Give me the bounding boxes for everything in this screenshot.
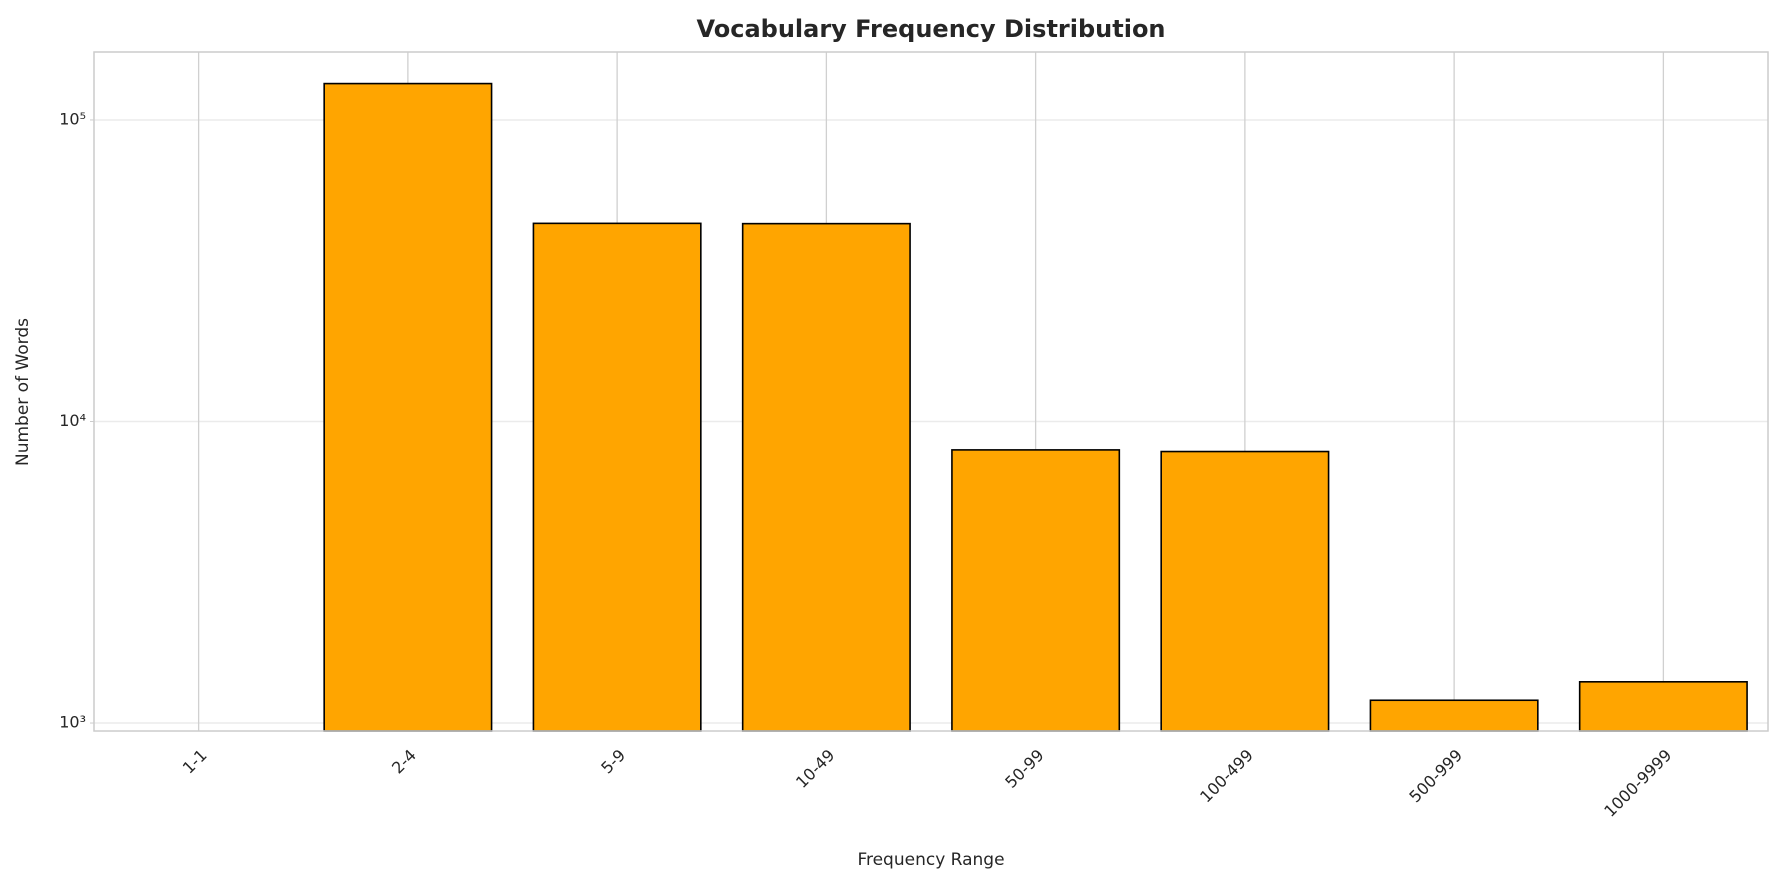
x-axis-label: Frequency Range [857,850,1004,870]
y-tick-label: 10⁴ [59,411,86,430]
x-tick-label: 2-4 [388,746,420,778]
bar [323,82,493,732]
plot-frame [93,51,1769,732]
x-tick-label: 10-49 [792,746,838,792]
x-tick-label: 50-99 [1001,746,1047,792]
y-tick-label: 10³ [59,713,86,732]
x-tick-label: 1-1 [179,746,211,778]
bar [1160,450,1330,732]
x-tick-label: 100-499 [1196,746,1257,807]
bar [532,222,702,732]
y-axis-label: Number of Words [13,318,33,466]
x-tick-label: 1000-9999 [1600,746,1675,821]
y-tick-label: 10⁵ [59,109,86,128]
bar [951,449,1121,732]
chart-title: Vocabulary Frequency Distribution [696,15,1165,43]
bar [741,222,911,732]
x-tick-label: 5-9 [597,746,629,778]
x-tick-label: 500-999 [1405,746,1466,807]
bar [1369,699,1539,732]
bar [1578,681,1748,732]
